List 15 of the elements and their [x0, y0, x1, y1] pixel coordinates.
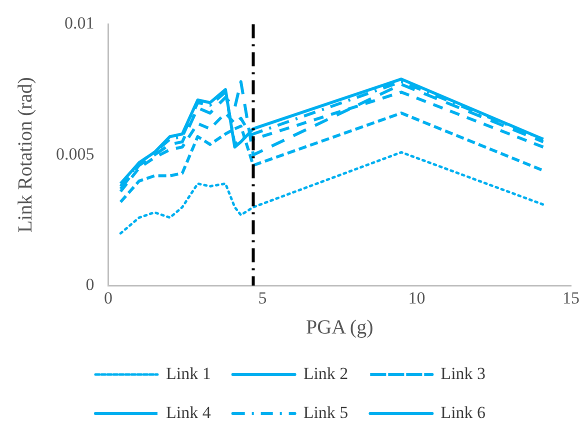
- legend-label: Link 4: [166, 402, 212, 422]
- x-axis-title: PGA (g): [306, 316, 374, 338]
- x-tick-label: 15: [562, 288, 580, 308]
- legend-label: Link 6: [440, 402, 486, 422]
- legend-label: Link 3: [440, 364, 486, 383]
- x-tick-label: 5: [258, 288, 267, 308]
- x-tick-label: 0: [104, 288, 112, 308]
- y-axis-title: Link Rotation (rad): [14, 77, 36, 233]
- legend-label: Link 5: [303, 402, 348, 422]
- y-tick-label: 0.01: [64, 14, 94, 33]
- y-tick-label: 0.005: [56, 144, 94, 164]
- x-tick-label: 10: [408, 288, 426, 308]
- legend-label: Link 2: [303, 364, 348, 383]
- legend-label: Link 1: [166, 364, 211, 383]
- y-tick-label: 0: [86, 275, 94, 294]
